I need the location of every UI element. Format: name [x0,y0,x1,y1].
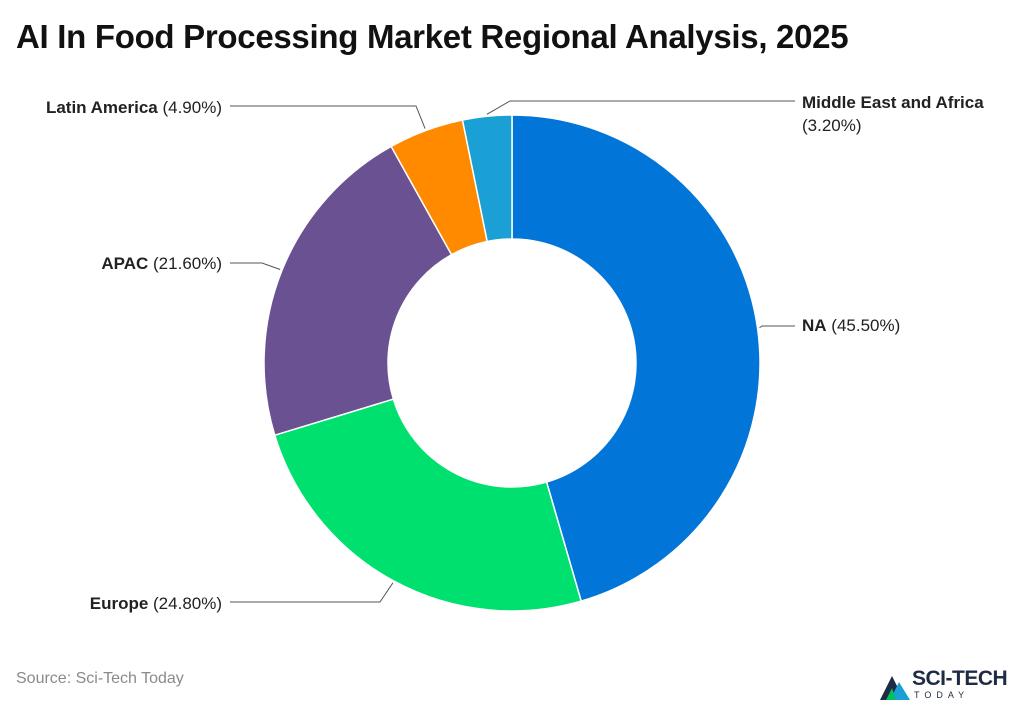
slice-middle-east-and-africa [461,114,513,243]
slice-label: Latin America (4.90%) [46,98,222,117]
logo-name: SCI-TECH [912,667,1008,690]
slice-label-name: Europe [90,594,149,613]
slice-label-name: Middle East and Africa [802,93,984,112]
slice-label-value: (3.20%) [802,116,862,135]
leader-line [230,262,281,270]
leader-line [759,325,795,329]
slice-label-name: APAC [101,254,148,273]
slice-label-name: Latin America [46,98,158,117]
chart-title: AI In Food Processing Market Regional An… [16,18,849,55]
leader-line [486,100,795,115]
slice-label-value: (21.60%) [148,254,222,273]
slice-label: NA (45.50%) [802,316,900,335]
slice-na [511,114,761,603]
logo-subtitle: TODAY [914,690,970,700]
slice-label-value: (4.90%) [158,98,222,117]
source-note: Source: Sci-Tech Today [16,670,184,687]
slice-label: Middle East and Africa (3.20%) [802,93,984,135]
slice-label: Europe (24.80%) [90,594,222,613]
slice-label-value: (45.50%) [827,316,901,335]
sci-tech-logo: SCI-TECH TODAY [878,666,1018,704]
leader-line [230,105,426,129]
slice-label-value: (24.80%) [148,594,222,613]
slice-label-name: NA [802,316,827,335]
mountain-triangle-icon [880,676,910,700]
slice-apac [263,145,453,437]
leader-line [230,582,394,603]
slice-label: APAC (21.60%) [101,254,222,273]
slice-europe [273,398,583,612]
